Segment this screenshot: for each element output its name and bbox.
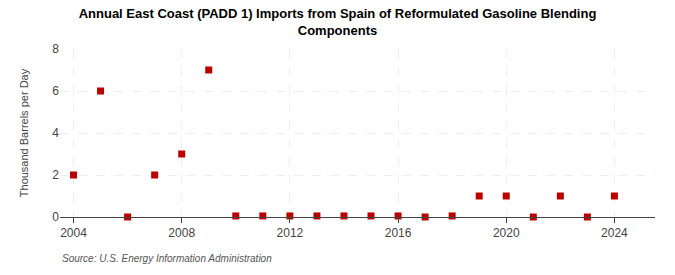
- svg-text:0: 0: [52, 210, 59, 224]
- svg-text:2008: 2008: [168, 226, 195, 240]
- svg-text:2012: 2012: [277, 226, 304, 240]
- svg-text:6: 6: [52, 84, 59, 98]
- svg-text:Source: U.S. Energy Informatio: Source: U.S. Energy Information Administ…: [62, 253, 272, 264]
- svg-text:2024: 2024: [601, 226, 628, 240]
- svg-text:2016: 2016: [385, 226, 412, 240]
- svg-text:8: 8: [52, 42, 59, 56]
- svg-text:2004: 2004: [60, 226, 87, 240]
- svg-text:2: 2: [52, 168, 59, 182]
- svg-text:4: 4: [52, 126, 59, 140]
- svg-text:Annual East Coast (PADD 1) Imp: Annual East Coast (PADD 1) Imports from …: [79, 6, 597, 38]
- svg-text:Thousand Barrels per Day: Thousand Barrels per Day: [18, 68, 30, 197]
- svg-text:2020: 2020: [493, 226, 520, 240]
